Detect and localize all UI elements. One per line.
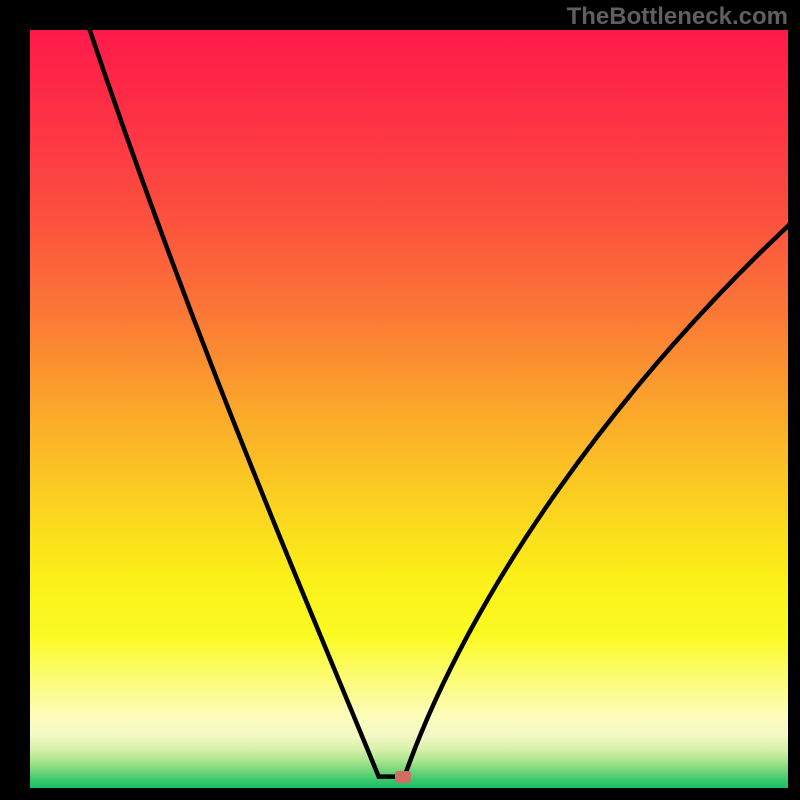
watermark-text: TheBottleneck.com bbox=[567, 3, 788, 31]
minimum-marker bbox=[395, 771, 411, 783]
chart-stage: TheBottleneck.com bbox=[0, 0, 800, 800]
curve-layer bbox=[30, 30, 788, 788]
plot-area bbox=[30, 30, 788, 788]
bottleneck-curve bbox=[85, 15, 800, 777]
